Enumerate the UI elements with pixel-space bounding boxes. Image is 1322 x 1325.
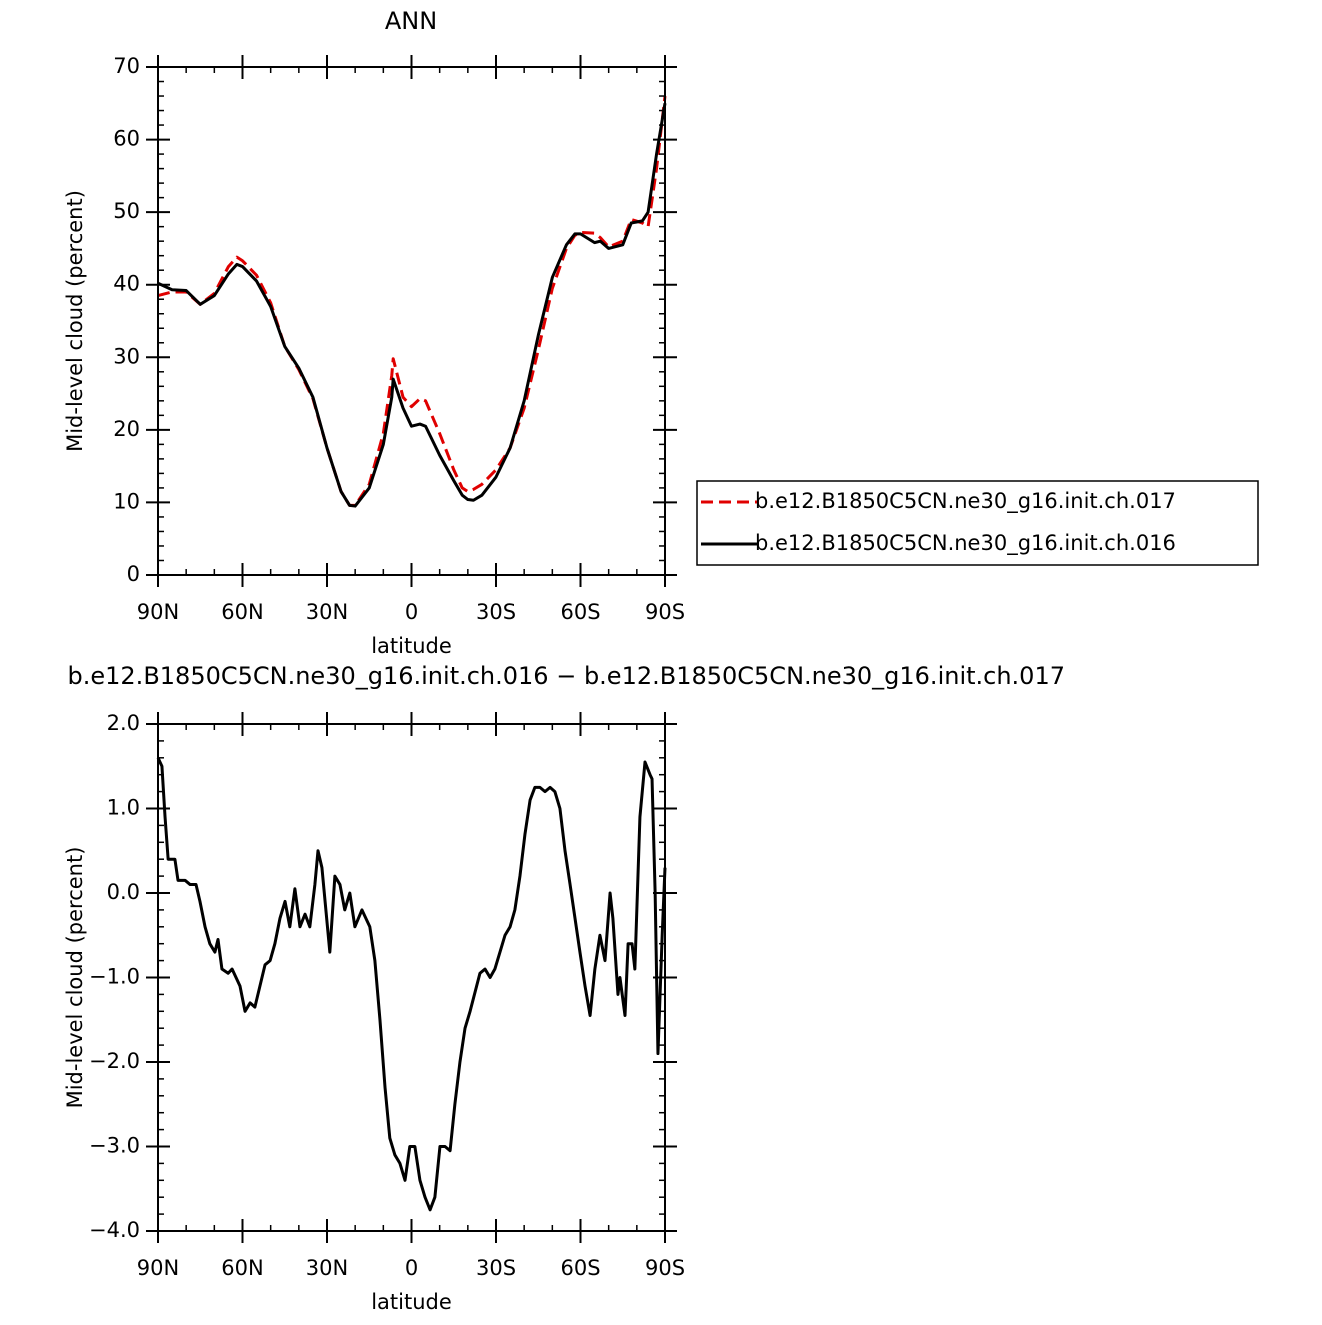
chart-title: ANN	[385, 7, 437, 35]
data-line	[156, 757, 667, 1212]
data-line	[157, 103, 667, 508]
legend-label: b.e12.B1850C5CN.ne30_g16.init.ch.017	[755, 489, 1176, 514]
y-tick-label: 20	[113, 417, 140, 441]
x-tick-label: 90S	[645, 1256, 685, 1280]
y-axis-label: Mid-level cloud (percent)	[63, 847, 87, 1109]
y-tick-label: 2.0	[107, 711, 140, 735]
y-axis-label: Mid-level cloud (percent)	[63, 190, 87, 452]
y-tick-label: −4.0	[89, 1218, 140, 1242]
x-tick-label: 30S	[476, 600, 516, 624]
y-tick-label: −2.0	[89, 1049, 140, 1073]
x-tick-label: 90N	[137, 600, 179, 624]
x-tick-label: 60N	[221, 600, 263, 624]
plot-frame	[157, 66, 666, 576]
y-tick-label: −1.0	[89, 965, 140, 989]
x-tick-label: 60S	[560, 600, 600, 624]
x-tick-label: 90S	[645, 600, 685, 624]
x-axis-label: latitude	[371, 1290, 452, 1314]
y-tick-label: 30	[113, 344, 140, 368]
y-tick-label: 70	[113, 54, 140, 78]
y-tick-label: 10	[113, 489, 140, 513]
x-tick-label: 30N	[306, 600, 348, 624]
x-tick-label: 90N	[137, 1256, 179, 1280]
x-tick-label: 0	[405, 1256, 418, 1280]
data-line	[157, 95, 667, 507]
x-tick-label: 0	[405, 600, 418, 624]
x-tick-label: 30S	[476, 1256, 516, 1280]
legend-label: b.e12.B1850C5CN.ne30_g16.init.ch.016	[755, 531, 1176, 556]
y-tick-label: 60	[113, 127, 140, 151]
plot-frame	[157, 723, 666, 1232]
chart-title: b.e12.B1850C5CN.ne30_g16.init.ch.016 − b…	[68, 662, 1065, 690]
x-axis-label: latitude	[371, 634, 452, 658]
y-tick-label: 0.0	[107, 880, 140, 904]
y-tick-label: 1.0	[107, 796, 140, 820]
y-tick-label: 50	[113, 199, 140, 223]
y-tick-label: 0	[127, 562, 140, 586]
x-tick-label: 60S	[560, 1256, 600, 1280]
y-tick-label: 40	[113, 272, 140, 296]
x-tick-label: 30N	[306, 1256, 348, 1280]
legend-box	[696, 480, 1259, 566]
x-tick-label: 60N	[221, 1256, 263, 1280]
y-tick-label: −3.0	[89, 1134, 140, 1158]
